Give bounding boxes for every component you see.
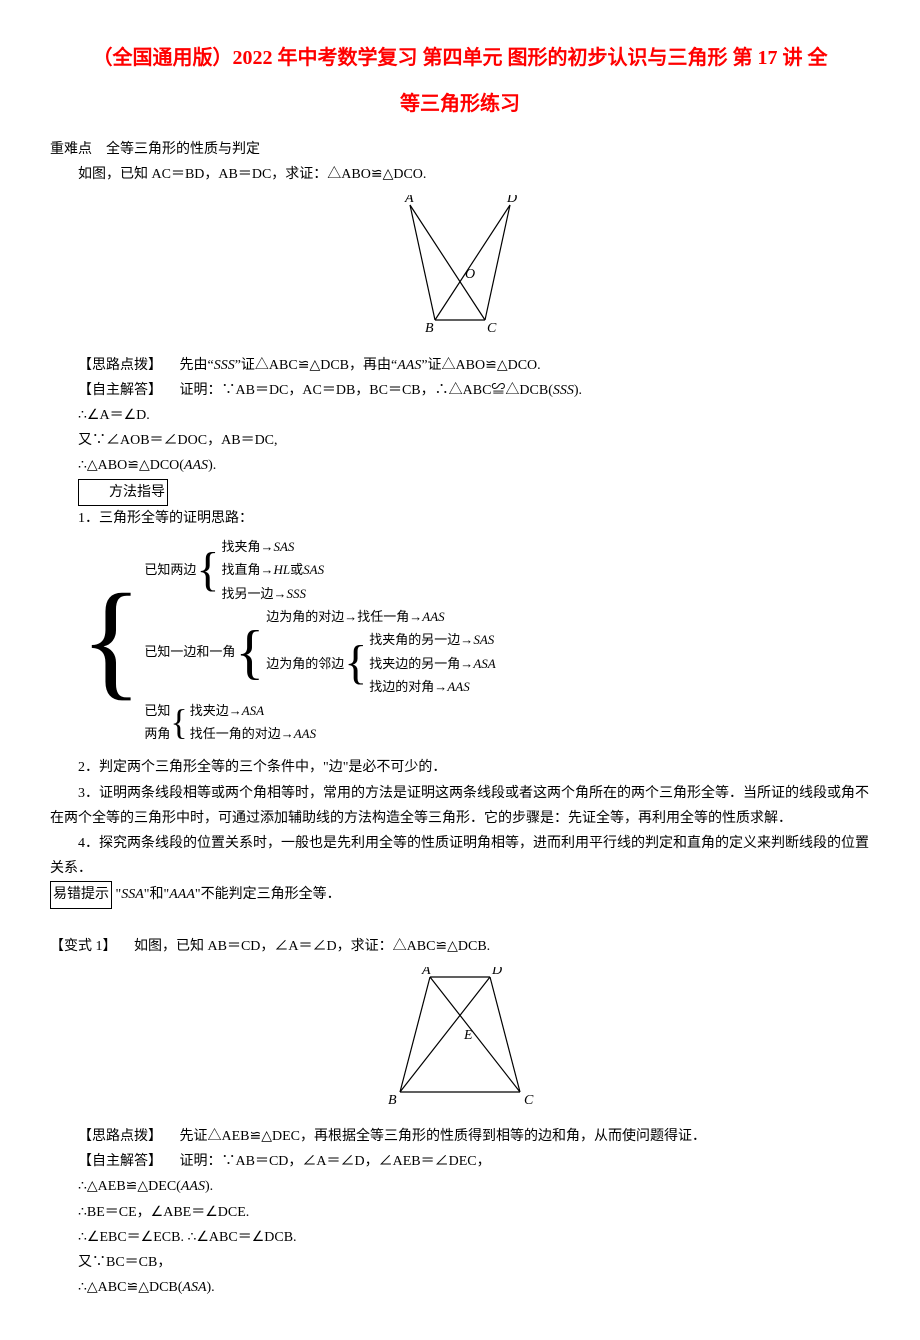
b2a: 边为角的对边→找任一角→AAS [266, 605, 495, 628]
hint-1-label: 【思路点拨】 [78, 358, 162, 373]
svg-text:A: A [404, 195, 414, 206]
answer-1-l1: 【自主解答】 证明：∵AB＝DC，AC＝DB，BC＝CB，∴△ABC≌△DCB(… [50, 378, 870, 403]
svg-text:E: E [463, 1028, 473, 1043]
b2: 已知一边和一角 [144, 640, 235, 663]
answer-1-label: 【自主解答】 [78, 383, 162, 398]
figure-1-svg: A D B C O [360, 195, 560, 335]
svg-text:D: D [491, 967, 502, 978]
variant-1-label: 【变式 1】 [50, 939, 117, 954]
answer-1-l4: ∴△ABO≌△DCO(AAS). [50, 453, 870, 478]
b2b: 边为角的邻边 [266, 652, 344, 675]
variant-1: 【变式 1】 如图，已知 AB＝CD，∠A＝∠D，求证：△ABC≌△DCB. [50, 934, 870, 959]
b1: 已知两边 [144, 558, 196, 581]
variant-1-text: 如图，已知 AB＝CD，∠A＝∠D，求证：△ABC≌△DCB. [120, 939, 490, 954]
svg-text:C: C [524, 1093, 534, 1107]
method-2: 2．判定两个三角形全等的三个条件中，"边"是必不可少的． [50, 755, 870, 780]
problem-1: 如图，已知 AC＝BD，AB＝DC，求证：△ABO≌△DCO. [50, 162, 870, 187]
hint-1-text: 先由“SSS”证△ABC≌△DCB，再由“AAS”证△ABO≌△DCO. [166, 358, 541, 373]
svg-text:B: B [388, 1093, 397, 1107]
error-hint: 易错提示 "SSA"和"AAA"不能判定三角形全等． [50, 881, 870, 908]
figure-2: A D B C E [50, 967, 870, 1116]
error-text: "SSA"和"AAA"不能判定三角形全等． [116, 887, 341, 902]
b1b: 找直角→HL或SAS [221, 558, 324, 581]
method-4: 4．探究两条线段的位置关系时，一般也是先利用全等的性质证明角相等，进而利用平行线… [50, 831, 870, 881]
b3b: 两角 [144, 722, 170, 745]
answer-2-l5: 又∵BC＝CB， [50, 1250, 870, 1275]
svg-text:O: O [465, 267, 475, 282]
b2b3: 找边的对角→AAS [369, 675, 495, 698]
answer-2-l4: ∴∠EBC＝∠ECB. ∴∠ABC＝∠DCB. [50, 1225, 870, 1250]
svg-text:D: D [506, 195, 517, 206]
answer-2-l6: ∴△ABC≌△DCB(ASA). [50, 1275, 870, 1300]
answer-2-text1: 证明：∵AB＝CD，∠A＝∠D，∠AEB＝∠DEC， [166, 1154, 491, 1169]
answer-1-l2: ∴∠A＝∠D. [50, 403, 870, 428]
b3c: 找夹边→ASA [190, 699, 316, 722]
answer-2-l1: 【自主解答】 证明：∵AB＝CD，∠A＝∠D，∠AEB＝∠DEC， [50, 1149, 870, 1174]
b2b2: 找夹边的另一角→ASA [369, 652, 495, 675]
hint-2: 【思路点拨】 先证△AEB≌△DEC，再根据全等三角形的性质得到相等的边和角，从… [50, 1124, 870, 1149]
figure-1: A D B C O [50, 195, 870, 344]
doc-title-2: 等三角形练习 [50, 86, 870, 122]
b3d: 找任一角的对边→AAS [190, 722, 316, 745]
method-label-row: 方法指导 [50, 479, 870, 506]
answer-2-label: 【自主解答】 [78, 1154, 162, 1169]
brace-tree: { 已知两边 { 找夹角→SAS 找直角→HL或SAS 找另一边→SSS 已知一… [80, 535, 870, 746]
b2b1: 找夹角的另一边→SAS [369, 628, 495, 651]
svg-text:A: A [421, 967, 431, 978]
answer-1-l3: 又∵∠AOB＝∠DOC，AB＝DC, [50, 428, 870, 453]
method-3: 3．证明两条线段相等或两个角相等时，常用的方法是证明这两条线段或者这两个角所在的… [50, 781, 870, 831]
hint-2-label: 【思路点拨】 [78, 1129, 162, 1144]
svg-text:B: B [425, 321, 434, 335]
b3a: 已知 [144, 699, 170, 722]
answer-1-text1: 证明：∵AB＝DC，AC＝DB，BC＝CB，∴△ABC≌△DCB(SSS). [166, 383, 583, 398]
method-label: 方法指导 [78, 479, 168, 506]
hint-1: 【思路点拨】 先由“SSS”证△ABC≌△DCB，再由“AAS”证△ABO≌△D… [50, 353, 870, 378]
answer-2-l3: ∴BE＝CE，∠ABE＝∠DCE. [50, 1200, 870, 1225]
error-label: 易错提示 [50, 881, 112, 908]
answer-2-l2: ∴△AEB≌△DEC(AAS). [50, 1174, 870, 1199]
b1c: 找另一边→SSS [221, 582, 324, 605]
figure-2-svg: A D B C E [360, 967, 560, 1107]
method-1: 1．三角形全等的证明思路： [50, 506, 870, 531]
b1a: 找夹角→SAS [221, 535, 324, 558]
doc-title-1: （全国通用版）2022 年中考数学复习 第四单元 图形的初步认识与三角形 第 1… [50, 40, 870, 76]
svg-text:C: C [487, 321, 497, 335]
hint-2-text: 先证△AEB≌△DEC，再根据全等三角形的性质得到相等的边和角，从而使问题得证． [166, 1129, 707, 1144]
section-heading: 重难点 全等三角形的性质与判定 [50, 137, 870, 162]
